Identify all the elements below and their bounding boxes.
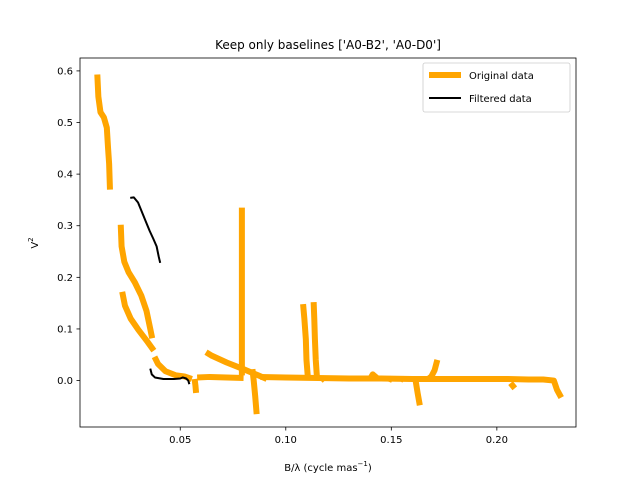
x-axis-label: B/λ (cycle mas−1) [284, 460, 372, 474]
y-tick-label: 0.3 [57, 221, 73, 232]
original-data-line [119, 291, 157, 353]
original-data-line [319, 375, 327, 383]
original-data-line [426, 359, 441, 382]
original-data-line [399, 375, 406, 383]
original-data-line [94, 74, 113, 190]
original-data-line [191, 378, 200, 394]
x-tick-label: 0.05 [169, 435, 191, 446]
chart-title: Keep only baselines ['A0-B2', 'A0-D0'] [215, 38, 441, 52]
axes-frame [79, 57, 577, 428]
original-data-line [197, 373, 244, 381]
y-tick-label: 0.4 [57, 170, 73, 181]
original-data-line [387, 375, 394, 383]
original-data-line [151, 355, 193, 382]
legend-label-original-data: Original data [469, 71, 534, 82]
y-axis-label-superscript: 2 [27, 237, 35, 241]
y-tick-label: 0.2 [57, 273, 73, 284]
series-layer [94, 74, 564, 415]
original-data-line [300, 303, 311, 379]
original-data-line [117, 224, 156, 339]
filtered-data-line [130, 196, 162, 264]
x-axis-label-close: ) [368, 463, 372, 474]
y-tick-label: 0.1 [57, 324, 73, 335]
x-tick-label: 0.10 [275, 435, 297, 446]
filtered-data-line [149, 368, 191, 385]
y-axis: 0.0 0.1 0.2 0.3 0.4 0.5 0.6 [57, 66, 80, 387]
legend-label-filtered-data: Filtered data [469, 94, 532, 105]
y-tick-label: 0.6 [57, 66, 73, 77]
x-axis: 0.05 0.10 0.15 0.20 [169, 427, 508, 446]
original-data-line [412, 380, 423, 406]
original-data-line [249, 368, 260, 415]
legend: Original data Filtered data [422, 62, 571, 113]
plot-area [79, 57, 577, 428]
original-data-line [508, 381, 518, 391]
y-tick-label: 0.5 [57, 118, 73, 129]
original-data-line [204, 349, 268, 382]
original-data-line [310, 301, 321, 379]
y-axis-label: V2 [27, 237, 41, 248]
x-tick-label: 0.20 [486, 435, 508, 446]
x-tick-label: 0.15 [380, 435, 402, 446]
y-tick-label: 0.0 [57, 376, 73, 387]
original-data-line [367, 371, 380, 382]
x-axis-label-superscript: −1 [358, 460, 368, 468]
